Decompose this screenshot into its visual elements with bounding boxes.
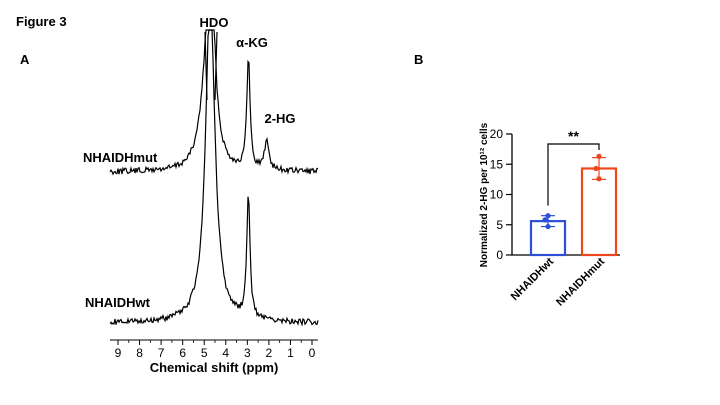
peak-label-hdo: HDO [200,15,229,30]
significance-bracket [547,143,600,206]
y-tick-label: 10 [490,188,504,202]
x-tick-label: 0 [309,346,316,360]
data-point-NHAIDHwt [545,223,551,230]
panel-a-label: A [20,52,30,67]
series-label-wt: NHAIDHwt [85,295,151,310]
data-point-NHAIDHwt [545,213,551,219]
spectrum-line-mut [109,29,319,176]
category-label-NHAIDHmut: NHAIDHmut [554,255,607,308]
peak-label-akg: α-KG [236,35,268,50]
y-tick-label: 20 [490,127,504,141]
x-tick-label: 6 [179,346,186,360]
x-tick-label: 8 [136,346,143,360]
data-point-NHAIDHmut [596,176,602,182]
x-tick-label: 2 [266,346,273,360]
data-point-NHAIDHmut [596,153,602,159]
bars [529,153,618,257]
x-tick-label: 7 [158,346,165,360]
x-tick-label: 4 [222,346,229,360]
panel-b: B Normalized 2-HG per 10¹² cells 0 5 10 15 2… [414,52,620,309]
x-axis-title: Chemical shift (ppm) [150,360,279,375]
hdo-cut-mut [204,31,218,101]
bar-NHAIDHmut [580,167,618,257]
figure-title: Figure 3 [16,14,67,29]
x-tick-label: 5 [201,346,208,360]
x-tick-label: 3 [244,346,251,360]
x-tick-label: 1 [287,346,294,360]
y-tick-label: 0 [496,248,503,262]
peak-label-2hg: 2-HG [264,111,295,126]
y-tick-label: 5 [496,218,503,232]
spectrum-line-wt [109,29,319,327]
significance-marker: ** [568,128,579,144]
y-axis-title: Normalized 2-HG per 10¹² cells [479,122,490,267]
x-tick-label: 9 [115,346,122,360]
series-label-mut: NHAIDHmut [83,150,158,165]
y-ticks: 0 5 10 15 20 [490,127,512,262]
category-label-NHAIDHwt: NHAIDHwt [509,255,557,303]
y-tick-label: 15 [490,157,504,171]
data-point-NHAIDHwt [542,217,548,223]
data-point-NHAIDHmut [593,165,599,172]
panel-b-label: B [414,52,423,67]
